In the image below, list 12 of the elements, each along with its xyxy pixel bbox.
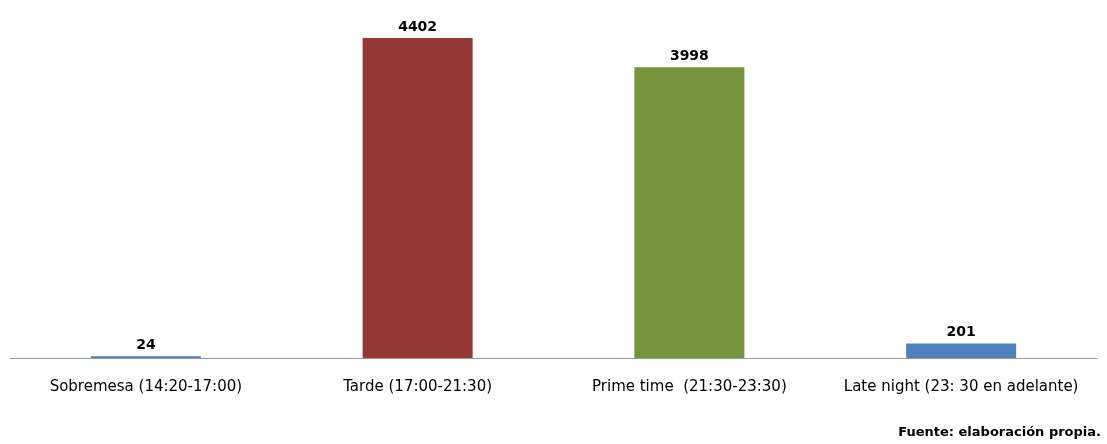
x-tick-label: Tarde (17:00-21:30): [342, 376, 493, 395]
bar: [634, 67, 745, 358]
x-tick-label: Sobremesa (14:20-17:00): [49, 376, 243, 395]
data-label: 3998: [669, 47, 709, 64]
data-label: 4402: [398, 18, 438, 34]
data-label: 24: [136, 336, 156, 353]
data-label: 201: [946, 323, 976, 340]
source-note: Fuente: elaboración propia.: [898, 424, 1102, 439]
x-tick-label: Late night (23: 30 en adelante): [843, 376, 1079, 395]
x-tick-label: Prime time (21:30-23:30): [592, 376, 787, 395]
bar: [906, 343, 1017, 358]
bar: [362, 38, 473, 358]
